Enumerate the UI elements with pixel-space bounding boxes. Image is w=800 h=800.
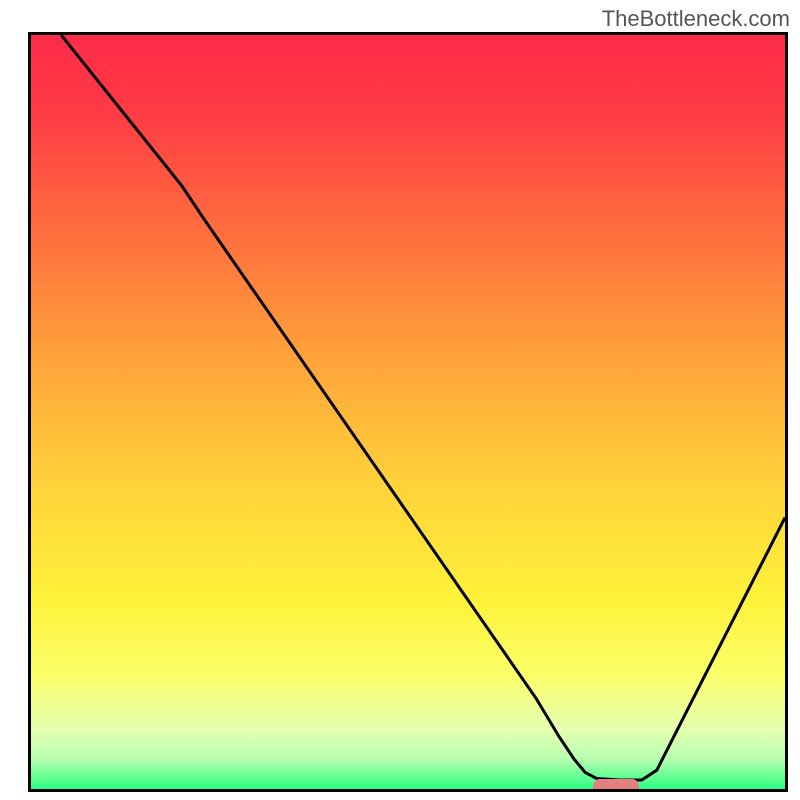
watermark-text: TheBottleneck.com (602, 6, 790, 32)
plot-frame (28, 32, 788, 792)
bottleneck-curve (31, 35, 785, 789)
chart-container: TheBottleneck.com (0, 0, 800, 800)
optimal-point-marker (593, 779, 639, 792)
